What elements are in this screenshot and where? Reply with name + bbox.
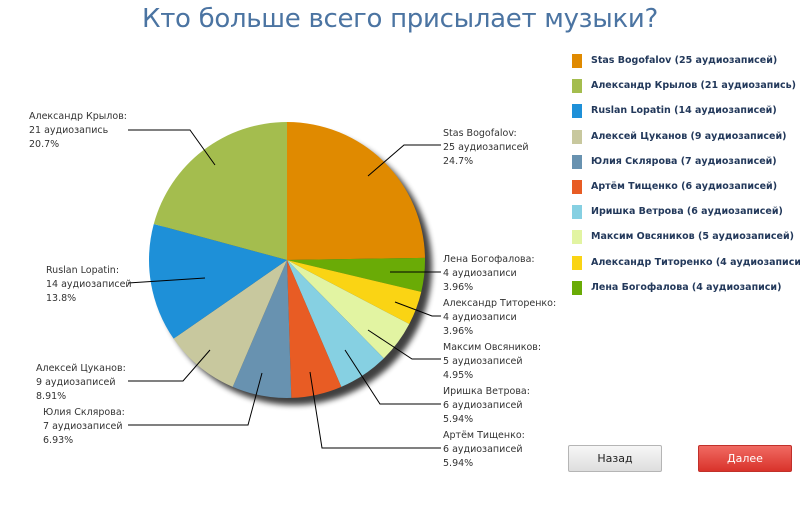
- legend-item: Александр Крылов (21 аудиозапись): [572, 79, 800, 104]
- pie-slice: [173, 260, 287, 387]
- slice-label-line: Александр Титоренко:: [443, 298, 557, 309]
- legend-label: Алексей Цуканов (9 аудиозаписей): [591, 130, 787, 142]
- slice-label-line: 21 аудиозапись: [29, 125, 109, 136]
- slice-label-line: Артём Тищенко:: [443, 430, 525, 441]
- slice-label: Лена Богофалова: 4 аудиозаписи 3.96%: [443, 253, 535, 295]
- slice-label-line: 5 аудиозаписей: [443, 356, 523, 367]
- leader-line: [367, 144, 441, 177]
- pie-slice: [287, 257, 425, 292]
- legend-label: Иришка Ветрова (6 аудиозаписей): [591, 206, 783, 218]
- legend-label: Артём Тищенко (6 аудиозаписей): [591, 180, 778, 192]
- slice-label-line: 20.7%: [29, 139, 60, 150]
- pie-slice: [287, 260, 384, 387]
- slice-label-line: 4.95%: [443, 370, 474, 381]
- leader-line: [128, 372, 263, 426]
- pie-slice: [287, 260, 342, 398]
- slice-label-line: Иришка Ветрова:: [443, 386, 530, 397]
- slice-label-line: 25 аудиозаписей: [443, 142, 529, 153]
- pie-slice: [287, 260, 410, 359]
- legend-swatch: [572, 129, 582, 144]
- legend-swatch: [572, 79, 582, 94]
- slice-label: Ruslan Lopatin: 14 аудиозаписей 13.8%: [46, 264, 132, 306]
- leader-line: [367, 329, 441, 360]
- slice-label-line: 5.94%: [443, 458, 474, 469]
- legend-label: Александр Титоренко (4 аудиозаписи: [591, 256, 800, 268]
- slice-label-line: Юлия Склярова:: [43, 407, 125, 418]
- leader-line: [309, 371, 441, 449]
- legend-item: Максим Овсяников (5 аудиозаписей): [572, 230, 800, 255]
- slice-label: Александр Титоренко: 4 аудиозаписи 3.96%: [443, 297, 556, 339]
- slice-label-line: 3.96%: [443, 326, 474, 337]
- legend-swatch: [572, 205, 582, 220]
- slice-label-line: 4 аудиозаписи: [443, 312, 517, 323]
- legend-label: Ruslan Lopatin (14 аудиозаписей): [591, 105, 777, 117]
- slice-label: Stas Bogofalov: 25 аудиозаписей 24.7%: [443, 127, 529, 169]
- legend-swatch: [572, 154, 582, 169]
- slice-label-line: 7 аудиозаписей: [43, 421, 123, 432]
- slice-label-line: Stas Bogofalov:: [443, 128, 517, 139]
- legend-label: Stas Bogofalov (25 аудиозаписей): [591, 55, 778, 66]
- legend-label: Александр Крылов (21 аудиозапись): [591, 80, 797, 92]
- legend-label: Максим Овсяников (5 аудиозаписей): [591, 231, 794, 243]
- slice-label: Юлия Склярова: 7 аудиозаписей 6.93%: [43, 406, 125, 448]
- legend-item: Лена Богофалова (4 аудиозаписи): [572, 280, 800, 306]
- pie-slice: [287, 122, 425, 260]
- slice-label-line: Алексей Цуканов:: [36, 363, 126, 374]
- legend-swatch: [572, 255, 582, 270]
- leader-line: [127, 277, 206, 284]
- slice-label-line: 8.91%: [36, 391, 67, 402]
- slice-label: Алексей Цуканов: 9 аудиозаписей 8.91%: [36, 362, 126, 404]
- legend-label: Лена Богофалова (4 аудиозаписи): [591, 281, 782, 293]
- slice-label: Александр Крылов: 21 аудиозапись 20.7%: [29, 110, 127, 152]
- legend-item: Юлия Склярова (7 аудиозаписей): [572, 154, 800, 180]
- slice-label-line: 4 аудиозаписи: [443, 268, 517, 279]
- legend-swatch: [572, 54, 582, 68]
- slice-label-line: 14 аудиозаписей: [46, 279, 132, 290]
- legend-item: Александр Титоренко (4 аудиозаписи: [572, 255, 800, 281]
- legend: Stas Bogofalov (25 аудиозаписей) Александ…: [572, 54, 800, 306]
- slice-label-line: 5.94%: [443, 414, 474, 425]
- slice-label-line: 9 аудиозаписей: [36, 377, 116, 388]
- legend-item: Алексей Цуканов (9 аудиозаписей): [572, 129, 800, 155]
- next-button[interactable]: Далее: [698, 445, 792, 472]
- slice-label-line: Александр Крылов:: [29, 111, 127, 122]
- slice-label-line: 6 аудиозаписей: [443, 444, 523, 455]
- slice-label-line: 24.7%: [443, 156, 474, 167]
- leader-line: [128, 129, 216, 166]
- legend-item: Stas Bogofalov (25 аудиозаписей): [572, 54, 800, 79]
- slice-label-line: Лена Богофалова:: [443, 254, 535, 265]
- legend-swatch: [572, 104, 582, 119]
- leader-line: [128, 349, 211, 382]
- slice-label-line: 6 аудиозаписей: [443, 400, 523, 411]
- legend-swatch: [572, 179, 582, 194]
- pie-slice: [153, 122, 287, 260]
- legend-swatch: [572, 230, 582, 245]
- slice-label-line: Ruslan Lopatin:: [46, 265, 120, 276]
- legend-swatch: [572, 280, 582, 295]
- slice-label: Иришка Ветрова: 6 аудиозаписей 5.94%: [443, 385, 530, 427]
- slice-label-line: 13.8%: [46, 293, 77, 304]
- leader-line: [344, 349, 441, 405]
- legend-label: Юлия Склярова (7 аудиозаписей): [591, 155, 777, 167]
- back-button[interactable]: Назад: [568, 445, 662, 472]
- pie-chart: [127, 122, 441, 449]
- slice-label: Максим Овсяников: 5 аудиозаписей 4.95%: [443, 341, 541, 383]
- pie-slice: [148, 223, 287, 339]
- legend-item: Артём Тищенко (6 аудиозаписей): [572, 179, 800, 205]
- slice-label-line: 3.96%: [443, 282, 474, 293]
- pie-slice: [287, 260, 422, 324]
- slice-label-line: 6.93%: [43, 435, 74, 446]
- legend-item: Иришка Ветрова (6 аудиозаписей): [572, 205, 800, 230]
- pie-slice: [232, 260, 292, 399]
- legend-item: Ruslan Lopatin (14 аудиозаписей): [572, 104, 800, 129]
- chart-title: Кто больше всего присылает музыки?: [142, 4, 658, 34]
- slice-label-line: Максим Овсяников:: [443, 342, 542, 353]
- slice-label: Артём Тищенко: 6 аудиозаписей 5.94%: [443, 429, 525, 471]
- leader-line: [394, 301, 441, 317]
